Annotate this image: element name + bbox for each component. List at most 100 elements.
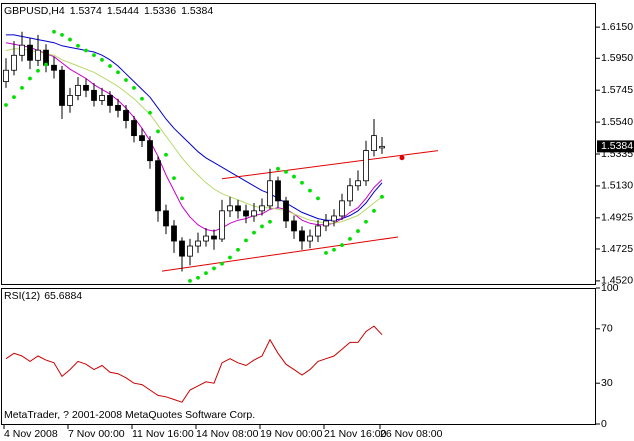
candle-body (187, 245, 193, 257)
x-tick-label: 11 Nov 16:00 (132, 428, 194, 440)
candle-body (163, 210, 169, 227)
y-tick-label: 1.6150 (601, 21, 633, 33)
candle-body (99, 95, 105, 101)
main-panel (1, 3, 596, 285)
rsi-panel (1, 288, 596, 425)
sar-dot (316, 196, 320, 201)
sar-dot (380, 194, 384, 199)
y-tick-label: 30 (601, 377, 613, 389)
price-box (597, 140, 634, 153)
candle-body (235, 205, 241, 212)
sar-dot (260, 224, 264, 229)
x-tick-label: 14 Nov 08:00 (196, 428, 259, 440)
y-tick-label: 0 (601, 418, 607, 430)
sar-dot (132, 85, 136, 90)
sar-dot (156, 129, 160, 134)
chart-header: GBPUSD,H4 1.5374 1.5444 1.5336 1.5384 (4, 5, 213, 17)
sar-dot (140, 96, 144, 101)
sar-dot (252, 230, 256, 235)
candle-body (275, 180, 281, 202)
moving-average (5, 42, 383, 232)
sar-dot (204, 271, 208, 276)
sar-dot (372, 208, 376, 213)
y-tick-label: 1.4520 (601, 275, 633, 287)
candle-body (67, 95, 73, 106)
candle-body (83, 84, 89, 91)
sar-dot (220, 261, 224, 266)
moving-average (5, 48, 383, 224)
sar-dot (36, 68, 40, 73)
candle-body (371, 135, 377, 151)
candle-body (35, 49, 41, 61)
candle-body (299, 230, 305, 242)
sar-dot (276, 166, 280, 171)
sar-dot (340, 243, 344, 247)
sar-dot (28, 76, 32, 81)
candle-body (251, 210, 257, 217)
marker-dot (399, 155, 405, 161)
candle-body (203, 235, 209, 242)
candle-body (211, 235, 217, 240)
sar-dot (4, 103, 8, 107)
sar-dot (348, 236, 352, 241)
candle-body (115, 105, 121, 111)
y-tick-label: 1.4725 (601, 243, 633, 255)
candle-body (59, 69, 65, 106)
sar-dot (212, 266, 216, 271)
candle-body (3, 69, 9, 83)
candle-body (155, 160, 161, 212)
sar-dot (236, 247, 240, 252)
watermark: MetaTrader, ? 2001-2008 MetaQuotes Softw… (4, 409, 255, 421)
candle-body (27, 44, 33, 61)
x-tick-label: 26 Nov 08:00 (380, 428, 443, 440)
candle-body (283, 200, 289, 222)
rsi-value: 65.6884 (44, 290, 82, 302)
candle-body (363, 150, 369, 182)
candle-body (75, 84, 81, 96)
candle-body (179, 240, 185, 257)
candle-body (339, 200, 345, 217)
sar-dot (148, 110, 152, 115)
trend-line (161, 236, 399, 272)
chart-title: GBPUSD,H4 (4, 5, 65, 17)
sar-dot (332, 247, 336, 252)
candle-body (91, 89, 97, 101)
sar-dot (356, 229, 360, 233)
y-tick-label: 1.5130 (601, 180, 633, 192)
sar-dot (12, 95, 16, 100)
candle-body (227, 205, 233, 212)
candle-body (315, 225, 321, 237)
sar-dot (244, 238, 248, 243)
candle-body (243, 210, 249, 217)
y-tick-label: 70 (601, 323, 613, 335)
candle-body (195, 240, 201, 247)
candle-body (267, 180, 273, 207)
sar-dot (308, 188, 312, 193)
candle-body (219, 210, 225, 240)
sar-dot (60, 33, 64, 37)
x-tick-label: 7 Nov 00:00 (68, 428, 125, 440)
sar-dot (100, 57, 104, 62)
rsi-title: RSI(12) (4, 290, 40, 302)
sar-dot (292, 174, 296, 179)
header-value: 1.5444 (107, 5, 139, 17)
candle-body (11, 54, 17, 71)
price-label: 1.5384 (601, 140, 633, 152)
candle-body (19, 44, 25, 56)
sar-dot (196, 275, 200, 280)
sar-dot (268, 219, 272, 224)
sar-dot (84, 48, 88, 53)
candle-body (171, 225, 177, 242)
y-tick-label: 100 (601, 282, 619, 294)
x-tick-label: 19 Nov 00:00 (260, 428, 323, 440)
sar-dot (364, 219, 368, 224)
sar-dot (300, 180, 304, 185)
candle-body (147, 140, 153, 162)
sar-dot (284, 170, 288, 174)
sar-dot (164, 152, 168, 157)
candle-body (323, 220, 329, 227)
candle-body (51, 64, 57, 71)
candle-body (355, 180, 361, 187)
